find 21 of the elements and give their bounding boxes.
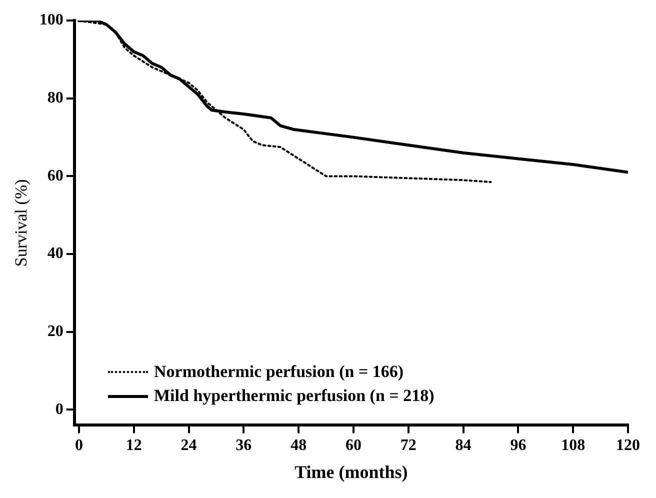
y-tick-label: 60 <box>47 167 64 184</box>
y-tick-label: 80 <box>47 90 64 107</box>
x-tick-label: 108 <box>561 436 586 454</box>
y-axis-title: Survival (%) <box>12 179 31 267</box>
y-tick-label: 100 <box>39 12 64 29</box>
y-tick-label: 40 <box>47 245 64 262</box>
y-tick-label: 0 <box>55 400 64 418</box>
x-tick-label: 24 <box>180 436 197 454</box>
x-tick-label: 60 <box>345 436 362 454</box>
legend-label: Mild hyperthermic perfusion (n = 218) <box>154 385 434 407</box>
x-tick-label: 36 <box>236 436 252 454</box>
x-tick-label: 84 <box>455 436 472 454</box>
x-tick-label: 0 <box>74 436 83 454</box>
y-tick-label: 20 <box>47 322 64 340</box>
x-tick-label: 48 <box>290 436 307 454</box>
x-tick-label: 12 <box>126 436 142 454</box>
x-tick-label: 96 <box>510 436 526 454</box>
x-axis-title: Time (months) <box>294 462 408 482</box>
x-tick-label: 72 <box>400 436 416 454</box>
x-tick-label: 120 <box>616 436 640 454</box>
legend-label: Normothermic perfusion (n = 166) <box>154 361 404 383</box>
